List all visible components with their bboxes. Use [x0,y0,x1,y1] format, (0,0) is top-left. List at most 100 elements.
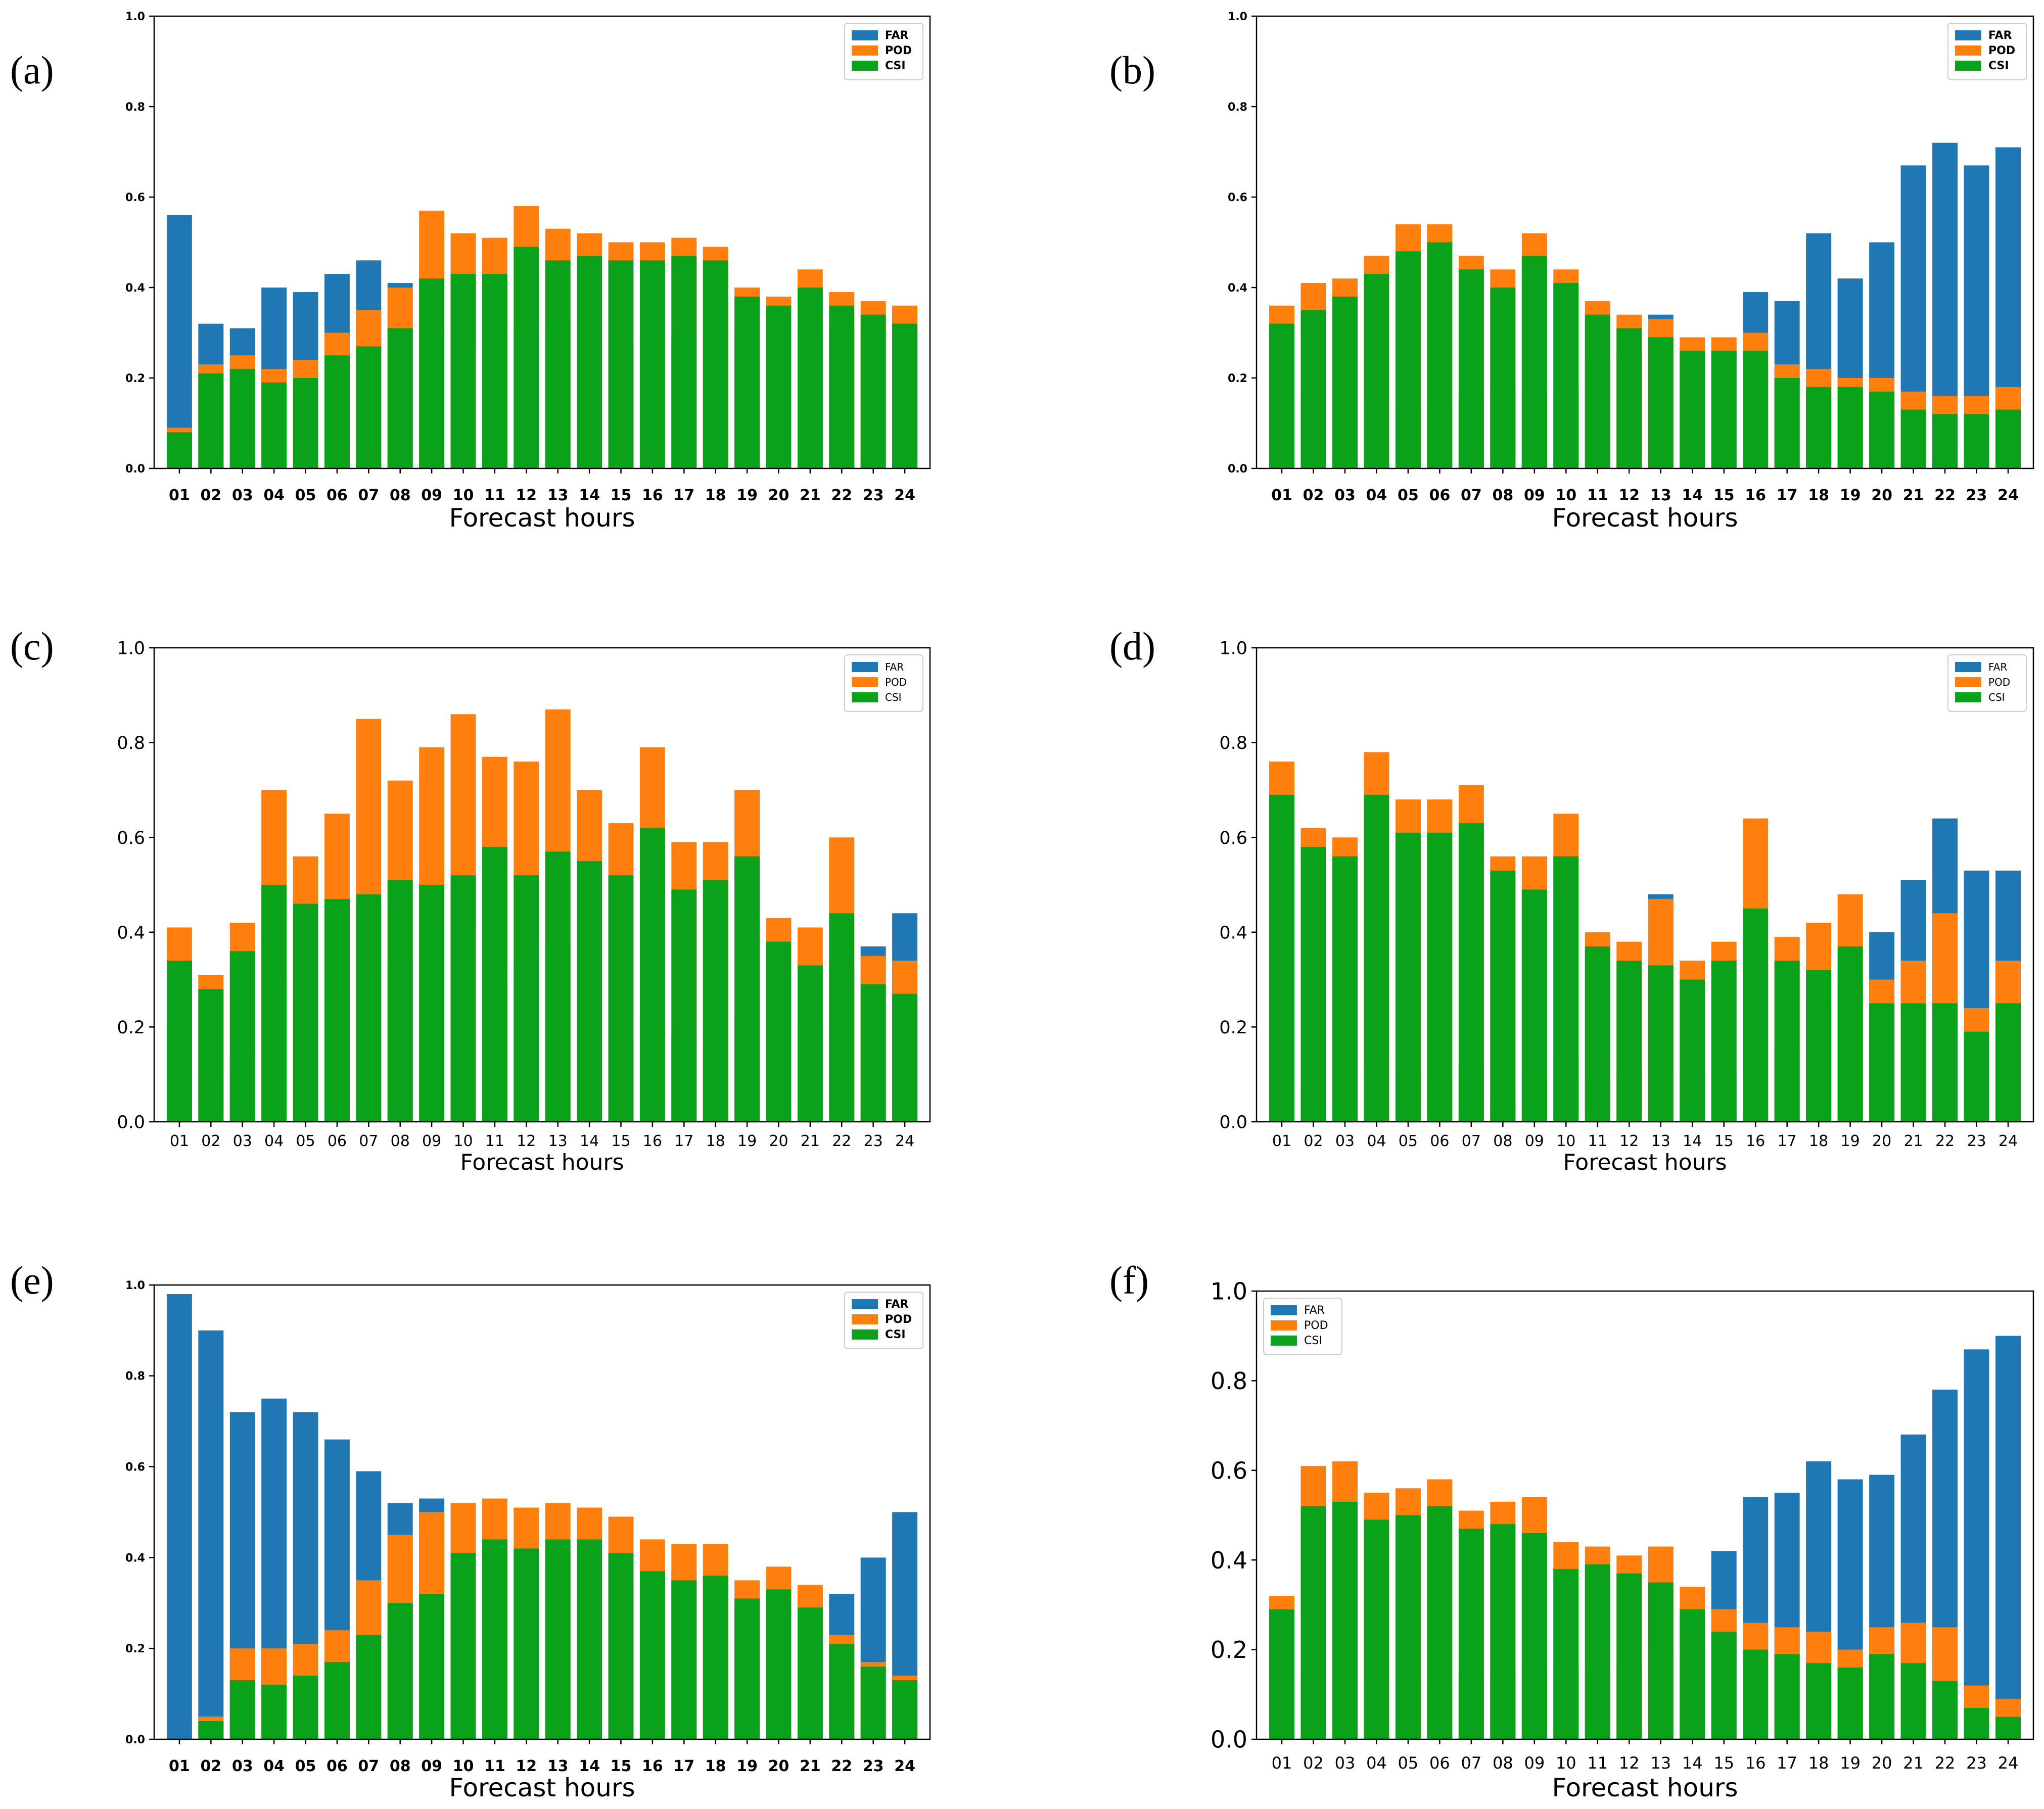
x-tick-label: 07 [1461,487,1482,504]
bar-csi-08 [1490,288,1516,468]
x-tick-label: 11 [1588,1132,1607,1150]
bar-csi-14 [1680,979,1705,1122]
y-tick-label: 0.6 [1219,828,1247,848]
x-tick-label: 06 [1430,1132,1449,1150]
chart-panel-1: (a) 0.0 0.2 0.4 0.6 0.8 1.0 01 02 03 04 05 06 07 08 09 1… [10,11,931,533]
x-tick-label: 19 [736,1757,758,1775]
y-tick-label: 0.2 [125,372,145,385]
bar-csi-12 [1616,1573,1642,1739]
x-tick-label: 14 [1683,1132,1702,1150]
bar-csi-04 [1364,274,1389,468]
bar-csi-22 [1932,414,1958,468]
x-tick-label: 08 [1492,487,1513,504]
x-axis-title: Forecast hours [460,1150,624,1175]
x-tick-label: 24 [894,487,915,504]
x-tick-label: 18 [706,1132,725,1150]
x-tick-label: 12 [517,1132,536,1150]
x-tick-label: 07 [1462,1132,1481,1150]
legend-label-far: FAR [1988,29,2012,42]
panel-label: (c) [10,624,54,668]
bar-csi-09 [419,278,445,468]
x-tick-label: 11 [484,1757,505,1775]
legend-label-csi: CSI [1304,1335,1322,1347]
x-tick-label: 10 [453,1132,473,1150]
bar-csi-03 [229,951,255,1122]
x-tick-label: 03 [232,1757,253,1775]
plot-frame [1256,1290,2034,1740]
x-tick-label: 16 [642,1757,663,1775]
bar-csi-19 [1837,387,1863,468]
x-tick-label: 01 [1272,1753,1292,1773]
x-tick-label: 11 [1587,1753,1608,1773]
x-tick-label: 20 [1871,487,1892,504]
x-tick-label: 16 [1746,1132,1765,1150]
legend-swatch-far [1271,1305,1297,1315]
bar-csi-02 [198,989,224,1122]
y-tick-label: 1.0 [125,1279,145,1292]
x-axis-title: Forecast hours [1552,503,1738,533]
y-tick-label: 0.4 [117,923,145,943]
legend-swatch-csi [1271,1336,1297,1346]
bar-csi-23 [860,314,886,468]
bar-csi-05 [1395,832,1421,1122]
x-tick-label: 17 [673,487,694,504]
legend-swatch-pod [1955,677,1981,687]
x-tick-label: 18 [1809,1132,1828,1150]
bar-csi-11 [482,274,507,468]
x-tick-label: 15 [1713,1753,1734,1773]
bar-csi-03 [1332,296,1358,468]
bar-csi-11 [1585,946,1610,1122]
legend-label-far: FAR [885,29,909,42]
x-tick-label: 06 [327,487,348,504]
legend-swatch-far [1955,662,1981,672]
bar-csi-23 [860,1667,886,1739]
y-tick-label: 1.0 [1228,11,1247,23]
bar-csi-18 [1806,970,1832,1122]
x-tick-label: 01 [1272,1132,1291,1150]
x-tick-label: 13 [1650,1753,1671,1773]
legend-label-pod: POD [1988,44,2015,57]
y-tick-label: 0.6 [125,1461,145,1474]
x-tick-label: 15 [1714,1132,1734,1150]
bar-csi-14 [1680,351,1705,468]
x-tick-label: 10 [1556,1753,1576,1773]
legend-label-pod: POD [885,1313,912,1326]
bar-csi-12 [1616,961,1642,1122]
x-tick-label: 18 [1808,487,1829,504]
legend-label-far: FAR [1988,661,2007,673]
bar-csi-03 [229,369,255,468]
bar-csi-20 [766,305,792,468]
x-tick-label: 17 [1777,1753,1797,1773]
x-tick-label: 09 [422,1132,441,1150]
x-tick-label: 12 [1619,1753,1640,1773]
x-tick-label: 14 [1682,1753,1703,1773]
x-tick-label: 03 [1335,1753,1356,1773]
bar-csi-22 [829,1644,855,1739]
panel-label: (e) [10,1258,54,1302]
x-tick-label: 15 [1713,487,1735,504]
bar-csi-21 [1900,1663,1926,1739]
panel-label: (b) [1109,48,1155,92]
bar-csi-04 [1364,1519,1389,1739]
x-tick-label: 24 [1998,1753,2019,1773]
legend-swatch-pod [852,45,878,56]
x-tick-label: 04 [1366,487,1387,504]
y-tick-label: 0.0 [1219,1113,1247,1133]
bar-csi-08 [1490,1524,1516,1739]
bar-csi-11 [1585,314,1610,468]
bar-csi-22 [1932,1681,1958,1739]
legend: FAR POD CSI [1947,654,2027,712]
bar-csi-01 [1269,1609,1294,1739]
bar-csi-24 [892,993,918,1122]
y-tick-label: 0.8 [1219,733,1247,753]
bar-csi-19 [734,1598,760,1739]
legend-label-csi: CSI [885,691,902,703]
x-tick-label: 08 [391,1132,410,1150]
x-tick-label: 02 [200,1757,221,1775]
bar-far-01 [166,215,192,468]
bar-csi-09 [1521,1533,1547,1739]
x-axis-title: Forecast hours [449,1773,635,1802]
x-tick-label: 04 [1366,1753,1387,1773]
x-tick-label: 17 [673,1757,694,1775]
bar-csi-15 [1711,961,1737,1122]
